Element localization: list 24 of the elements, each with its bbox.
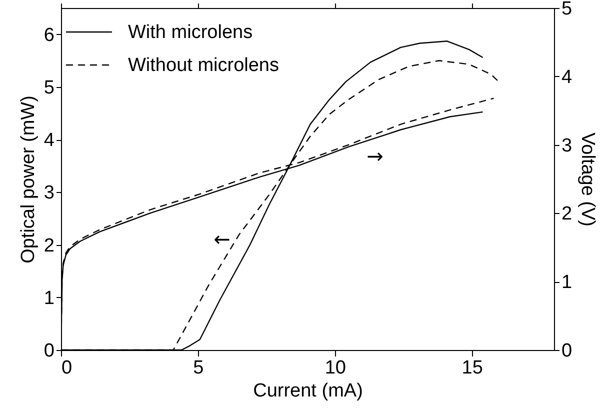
y-tick-label: 1 — [44, 288, 54, 309]
y-tick-label: 4 — [44, 130, 55, 152]
annotation: → — [366, 144, 384, 168]
x-tick-label: 5 — [193, 358, 204, 378]
y-tick-label: 3 — [44, 182, 54, 204]
x-tick-label: 15 — [462, 358, 483, 378]
y2-tick-label: 1 — [562, 272, 572, 294]
y2-tick-label: 5 — [562, 0, 572, 20]
annotation: ← — [214, 227, 230, 251]
y-tick-label: 6 — [44, 24, 54, 46]
y2-tick-label: 3 — [562, 135, 572, 156]
y2-axis-title: Voltage (V) — [577, 132, 598, 226]
y2-tick-label: 2 — [562, 204, 572, 225]
y-tick-label: 2 — [44, 235, 54, 256]
legend-label: With microlens — [128, 22, 253, 43]
x-tick-label: 10 — [324, 358, 346, 378]
y-tick-label: 5 — [44, 77, 54, 98]
x-tick-label: 0 — [62, 358, 72, 378]
y2-tick-label: 0 — [562, 340, 572, 362]
x-axis-title: Current (mA) — [253, 380, 363, 402]
y-axis-title: Optical power (mW) — [18, 96, 39, 264]
y2-tick-label: 4 — [562, 66, 572, 88]
legend-label: Without microlens — [128, 55, 279, 76]
y-tick-label: 0 — [44, 340, 54, 362]
